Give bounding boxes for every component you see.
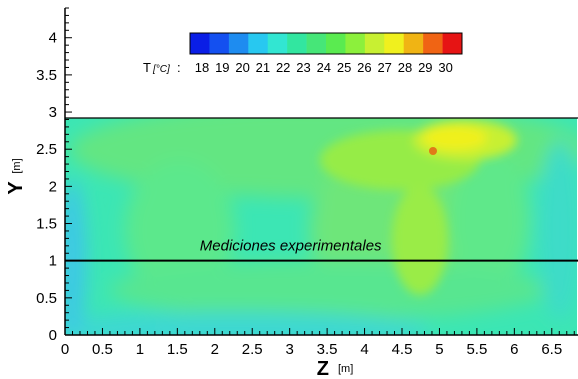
x-tick-label: 3 <box>285 341 293 358</box>
x-axis-ticks: 0 0.5 1 1.5 2 2.5 3 3.5 4 4.5 5 5.5 6 6.5 <box>61 328 575 358</box>
y-tick-label: 1 <box>49 253 57 270</box>
colorbar-level-label: 27 <box>377 60 391 75</box>
colorbar-swatch <box>248 33 269 54</box>
x-tick-label: 2 <box>211 341 219 358</box>
colorbar-swatch <box>326 33 346 54</box>
x-tick-label: 3.5 <box>317 341 338 358</box>
colorbar-swatch <box>384 33 405 54</box>
colorbar-swatch <box>228 33 249 54</box>
y-tick-label: 0 <box>49 327 57 344</box>
colorbar-swatch <box>190 33 210 54</box>
colorbar-level-label: 24 <box>317 60 331 75</box>
field-region-warm-left <box>125 160 235 300</box>
x-axis-unit: [m] <box>338 363 353 375</box>
x-tick-label: 1.5 <box>167 341 188 358</box>
field-region-cool-left <box>65 180 86 335</box>
field-region-cool-bottom <box>65 312 430 335</box>
x-axis-title: Z <box>317 358 329 379</box>
field-region-cool-right <box>538 140 577 320</box>
colorbar-swatch <box>403 33 424 54</box>
colorbar-swatch <box>267 33 288 54</box>
colorbar-swatch <box>209 33 230 54</box>
colorbar-level-label: 23 <box>296 60 310 75</box>
x-tick-label: 0.5 <box>92 341 113 358</box>
colorbar-swatches <box>189 32 463 55</box>
colorbar-level-label: 20 <box>235 60 249 75</box>
colorbar-level-label: 30 <box>438 60 452 75</box>
colorbar-legend: 18 19 20 21 22 23 24 25 26 27 28 29 30 T [°C] : <box>143 32 463 75</box>
colorbar-swatch <box>287 33 307 54</box>
x-tick-label: 1 <box>136 341 144 358</box>
x-tick-label: 6.5 <box>541 341 562 358</box>
colorbar-level-label: 18 <box>195 60 209 75</box>
colorbar-swatch <box>423 33 443 54</box>
colorbar-tick-labels: 18 19 20 21 22 23 24 25 26 27 28 29 30 <box>195 60 453 75</box>
x-tick-label: 6 <box>510 341 518 358</box>
colorbar-level-label: 26 <box>357 60 371 75</box>
x-tick-label: 5 <box>435 341 443 358</box>
field-region-hot-2 <box>392 185 448 295</box>
colorbar-frame <box>189 32 463 55</box>
y-tick-label: 2 <box>49 178 57 195</box>
colorbar-separator: : <box>177 60 181 75</box>
y-tick-label: 4 <box>49 30 57 47</box>
field-region-hot-4 <box>423 126 487 150</box>
x-tick-label: 2.5 <box>242 341 263 358</box>
colorbar-level-label: 28 <box>398 60 412 75</box>
colorbar-level-label: 21 <box>256 60 270 75</box>
x-tick-label: 0 <box>61 341 69 358</box>
colorbar-title: T <box>143 60 151 75</box>
field-region-warm-right <box>450 150 530 290</box>
y-tick-label: 3 <box>49 104 57 121</box>
reference-line-label: Mediciones experimentales <box>200 238 382 255</box>
colorbar-swatch <box>364 33 385 54</box>
colorbar-swatch <box>306 33 327 54</box>
colorbar-unit: [°C] <box>152 64 170 75</box>
temperature-field <box>65 118 577 335</box>
y-tick-label: 3.5 <box>36 67 57 84</box>
x-tick-label: 4.5 <box>392 341 413 358</box>
y-axis-ticks: 0 0.5 1 1.5 2 2.5 3 3.5 4 <box>36 7 72 344</box>
colorbar-swatch <box>442 33 463 54</box>
y-tick-label: 2.5 <box>36 141 57 158</box>
y-axis-unit: [m] <box>11 158 23 173</box>
colorbar-level-label: 25 <box>337 60 351 75</box>
y-tick-label: 0.5 <box>36 290 57 307</box>
x-tick-label: 4 <box>360 341 368 358</box>
colorbar-level-label: 19 <box>215 60 229 75</box>
colorbar-level-label: 22 <box>276 60 290 75</box>
field-hotspot <box>429 147 437 155</box>
x-tick-label: 5.5 <box>466 341 487 358</box>
y-axis-title: Y <box>5 181 27 195</box>
field-region-band-lower <box>110 260 550 320</box>
colorbar-level-label: 29 <box>418 60 432 75</box>
colorbar-swatch <box>345 33 366 54</box>
y-tick-label: 1.5 <box>36 216 57 233</box>
